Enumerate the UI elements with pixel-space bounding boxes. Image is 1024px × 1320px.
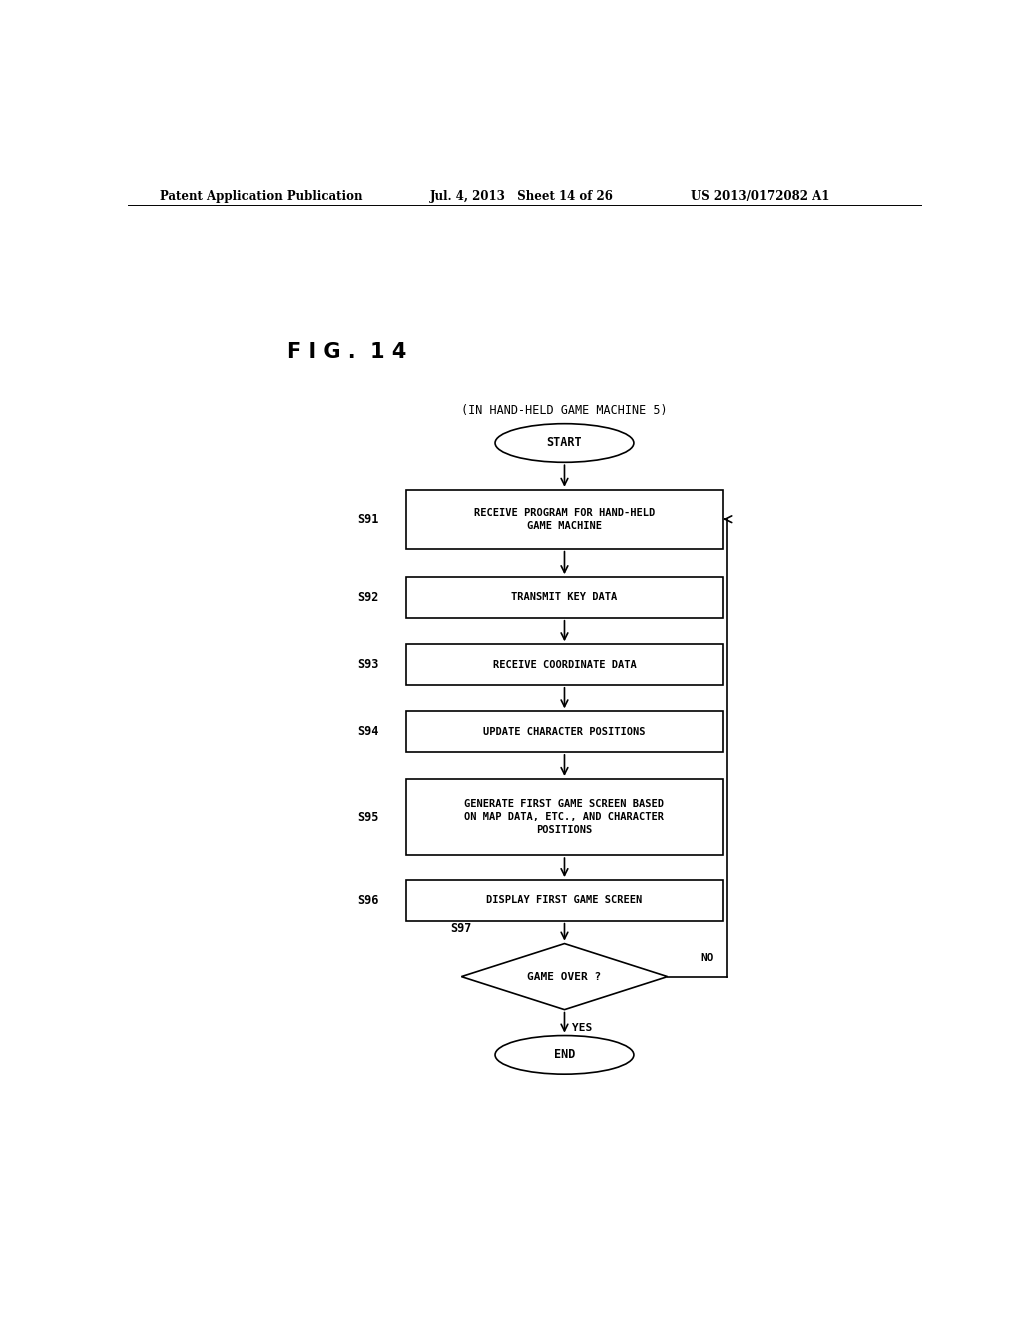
Text: TRANSMIT KEY DATA: TRANSMIT KEY DATA xyxy=(511,593,617,602)
Text: S95: S95 xyxy=(357,810,378,824)
Text: S96: S96 xyxy=(357,894,378,907)
Text: GAME OVER ?: GAME OVER ? xyxy=(527,972,602,982)
Text: S97: S97 xyxy=(451,921,472,935)
Ellipse shape xyxy=(495,1036,634,1074)
Text: NO: NO xyxy=(700,953,714,964)
Text: Patent Application Publication: Patent Application Publication xyxy=(160,190,362,202)
Text: GENERATE FIRST GAME SCREEN BASED
ON MAP DATA, ETC., AND CHARACTER
POSITIONS: GENERATE FIRST GAME SCREEN BASED ON MAP … xyxy=(465,799,665,836)
Bar xyxy=(406,490,723,549)
Bar xyxy=(406,711,723,752)
Bar xyxy=(406,644,723,685)
Text: UPDATE CHARACTER POSITIONS: UPDATE CHARACTER POSITIONS xyxy=(483,726,646,737)
Text: Jul. 4, 2013   Sheet 14 of 26: Jul. 4, 2013 Sheet 14 of 26 xyxy=(430,190,613,202)
Text: RECEIVE COORDINATE DATA: RECEIVE COORDINATE DATA xyxy=(493,660,636,669)
Bar xyxy=(406,880,723,921)
Text: YES: YES xyxy=(571,1023,592,1034)
Text: S91: S91 xyxy=(357,512,378,525)
Ellipse shape xyxy=(495,424,634,462)
Text: F I G .  1 4: F I G . 1 4 xyxy=(287,342,407,362)
Text: (IN HAND-HELD GAME MACHINE 5): (IN HAND-HELD GAME MACHINE 5) xyxy=(461,404,668,417)
Text: END: END xyxy=(554,1048,575,1061)
Text: US 2013/0172082 A1: US 2013/0172082 A1 xyxy=(691,190,829,202)
Text: S92: S92 xyxy=(357,591,378,605)
Text: DISPLAY FIRST GAME SCREEN: DISPLAY FIRST GAME SCREEN xyxy=(486,895,643,906)
Text: S93: S93 xyxy=(357,659,378,671)
Bar xyxy=(406,779,723,855)
Text: S94: S94 xyxy=(357,725,378,738)
Text: START: START xyxy=(547,437,583,450)
Polygon shape xyxy=(462,944,668,1010)
Bar xyxy=(406,577,723,618)
Text: RECEIVE PROGRAM FOR HAND-HELD
GAME MACHINE: RECEIVE PROGRAM FOR HAND-HELD GAME MACHI… xyxy=(474,508,655,531)
